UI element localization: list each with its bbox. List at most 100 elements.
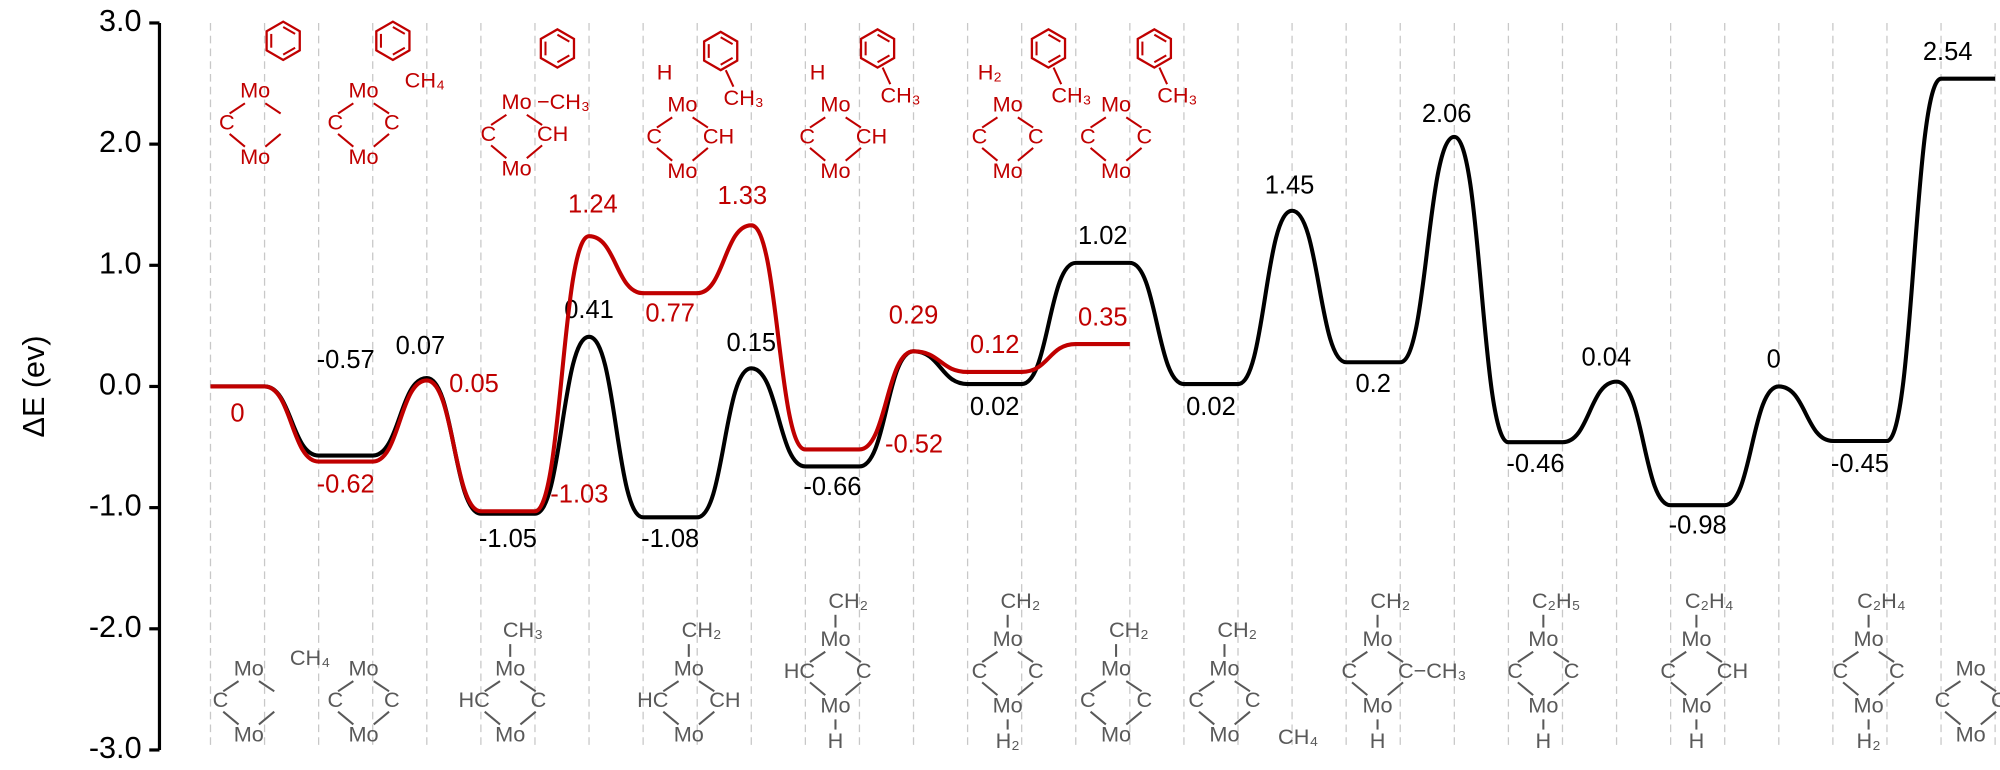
benzene-ring bbox=[539, 28, 576, 69]
bond bbox=[373, 680, 390, 693]
value-label: 0.15 bbox=[726, 329, 776, 357]
atom-label: CH₄ bbox=[1278, 724, 1318, 749]
bond bbox=[337, 680, 354, 693]
atom-label: C bbox=[1136, 123, 1152, 148]
atom-label: CH₃ bbox=[1157, 83, 1197, 108]
value-label: -1.08 bbox=[641, 525, 699, 553]
bond bbox=[1234, 710, 1251, 726]
atom-label: C₂H₅ bbox=[1532, 588, 1580, 613]
atom-label: CH₃ bbox=[503, 617, 543, 642]
atom-label: Mo bbox=[1362, 692, 1392, 717]
atom-label: H bbox=[657, 60, 673, 85]
atom-label: Mo bbox=[1101, 158, 1131, 183]
bond bbox=[662, 710, 680, 726]
atom-label: C bbox=[1889, 658, 1905, 683]
y-tick-label: -2.0 bbox=[89, 610, 142, 644]
atom-label: C bbox=[972, 123, 988, 148]
structure: Mo MoC C bbox=[327, 655, 399, 746]
atom-label: HC bbox=[637, 687, 668, 712]
benzene-ring bbox=[375, 20, 411, 62]
atom-label: C bbox=[799, 123, 815, 148]
atom-label: C−CH₃ bbox=[1398, 658, 1466, 683]
atom-label: Mo bbox=[348, 722, 378, 747]
structure: Mo MoC CH −CH₃ bbox=[481, 28, 590, 180]
value-label: 0.2 bbox=[1355, 370, 1390, 398]
value-label: 0 bbox=[1767, 346, 1781, 374]
bond bbox=[698, 710, 715, 726]
atom-label: Mo bbox=[502, 89, 532, 114]
bond bbox=[526, 144, 543, 159]
bond bbox=[1944, 680, 1961, 693]
atom-label: H bbox=[1536, 728, 1552, 753]
atom-label: C bbox=[1080, 123, 1096, 148]
bond bbox=[1125, 116, 1143, 129]
bond bbox=[1670, 650, 1687, 663]
structure: Mo MoC C C₂H₄ H₂ bbox=[1833, 588, 1906, 753]
y-tick-label: -1.0 bbox=[89, 489, 142, 523]
atom-label: C bbox=[972, 658, 988, 683]
bond bbox=[981, 147, 999, 162]
value-label: 0.12 bbox=[970, 331, 1020, 359]
bond bbox=[1670, 681, 1687, 696]
value-label: 0.04 bbox=[1582, 343, 1632, 371]
bond bbox=[1089, 680, 1107, 693]
atom-label: CH₃ bbox=[1051, 83, 1091, 108]
y-tick-label: -3.0 bbox=[89, 731, 142, 765]
atom-label: C₂H₄ bbox=[1685, 588, 1734, 613]
bond bbox=[490, 113, 507, 126]
atom-label: C bbox=[1341, 658, 1357, 683]
bond bbox=[809, 147, 826, 162]
atom-label: C bbox=[1660, 658, 1676, 683]
benzene-double-bond bbox=[392, 46, 406, 56]
value-label: -1.05 bbox=[479, 525, 537, 553]
atom-label: C bbox=[384, 109, 400, 134]
atom-label: C bbox=[1080, 687, 1096, 712]
bond bbox=[845, 147, 862, 162]
value-label: 1.02 bbox=[1078, 222, 1128, 250]
value-label: 0.05 bbox=[449, 370, 499, 398]
benzene-double-bond bbox=[877, 33, 890, 43]
atom-label: Mo bbox=[1528, 626, 1558, 651]
bond bbox=[1552, 650, 1570, 663]
structure: Mo MoC C C₂H₅ H bbox=[1507, 588, 1580, 753]
atom-label: Mo bbox=[234, 722, 264, 747]
y-tick-label: 3.0 bbox=[99, 4, 142, 38]
atom-label: C bbox=[327, 109, 343, 134]
bond bbox=[337, 102, 354, 115]
atom-label: Mo bbox=[1362, 626, 1392, 651]
bond bbox=[1089, 116, 1107, 129]
structure: Mo MoC C H₂ CH₃ bbox=[972, 28, 1091, 183]
value-label: 0.29 bbox=[889, 302, 939, 330]
bond bbox=[1351, 681, 1368, 696]
atom-label: C₂H₄ bbox=[1857, 588, 1906, 613]
bond bbox=[1517, 650, 1534, 663]
bond bbox=[1980, 680, 1997, 693]
atom-label: C bbox=[856, 658, 872, 683]
atom-label: C bbox=[1028, 123, 1044, 148]
benzene-double-bond bbox=[1047, 54, 1061, 64]
atom-label: Mo bbox=[993, 626, 1023, 651]
bond bbox=[264, 102, 282, 115]
atom-label: C bbox=[1991, 687, 2000, 712]
atom-label: Mo bbox=[348, 78, 378, 103]
benzene-double-bond bbox=[877, 54, 890, 64]
value-label: -0.57 bbox=[317, 346, 375, 374]
value-label: -0.98 bbox=[1669, 512, 1727, 540]
atom-label: C bbox=[481, 121, 497, 146]
atom-label: Mo bbox=[1101, 92, 1131, 117]
value-label: -0.66 bbox=[803, 473, 861, 501]
structure: Mo MoC CH H CH₃ bbox=[646, 30, 764, 183]
bond bbox=[264, 133, 282, 148]
structure: Mo MoC C CH₂ CH₄ bbox=[1188, 617, 1318, 749]
atom-label: Mo bbox=[1209, 722, 1239, 747]
bond bbox=[809, 650, 826, 663]
atom-label: Mo bbox=[820, 92, 850, 117]
benzene-double-bond bbox=[556, 33, 570, 43]
bond bbox=[1878, 650, 1895, 663]
structure: Mo MoC C CH₂ H₂ bbox=[972, 588, 1044, 753]
bond bbox=[258, 710, 275, 726]
value-label: -0.46 bbox=[1506, 450, 1564, 478]
